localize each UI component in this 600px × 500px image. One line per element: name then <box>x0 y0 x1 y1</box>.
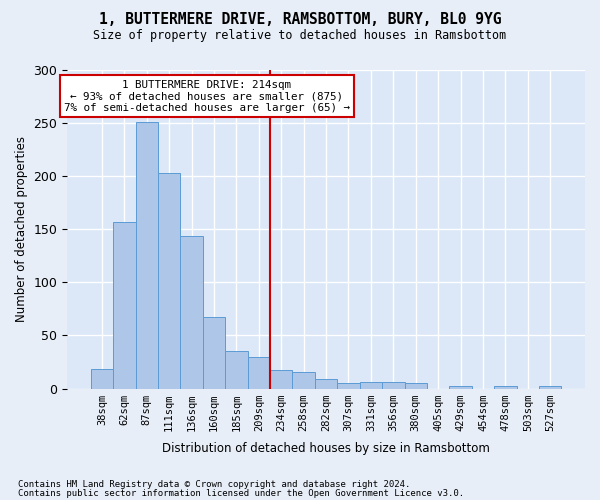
Bar <box>292 372 315 388</box>
Text: 1 BUTTERMERE DRIVE: 214sqm
← 93% of detached houses are smaller (875)
7% of semi: 1 BUTTERMERE DRIVE: 214sqm ← 93% of deta… <box>64 80 350 113</box>
Bar <box>158 173 181 388</box>
Bar <box>248 356 270 388</box>
Bar <box>382 382 404 388</box>
Bar <box>203 318 225 388</box>
Bar <box>136 122 158 388</box>
Bar <box>494 386 517 388</box>
Bar <box>91 370 113 388</box>
Bar <box>404 383 427 388</box>
Text: 1, BUTTERMERE DRIVE, RAMSBOTTOM, BURY, BL0 9YG: 1, BUTTERMERE DRIVE, RAMSBOTTOM, BURY, B… <box>99 12 501 28</box>
Text: Size of property relative to detached houses in Ramsbottom: Size of property relative to detached ho… <box>94 29 506 42</box>
Bar <box>225 352 248 389</box>
X-axis label: Distribution of detached houses by size in Ramsbottom: Distribution of detached houses by size … <box>162 442 490 455</box>
Bar <box>337 383 360 388</box>
Bar <box>270 370 292 388</box>
Bar <box>539 386 562 388</box>
Bar <box>181 236 203 388</box>
Y-axis label: Number of detached properties: Number of detached properties <box>15 136 28 322</box>
Bar <box>315 379 337 388</box>
Bar <box>449 386 472 388</box>
Bar <box>360 382 382 388</box>
Bar <box>113 222 136 388</box>
Text: Contains public sector information licensed under the Open Government Licence v3: Contains public sector information licen… <box>18 488 464 498</box>
Text: Contains HM Land Registry data © Crown copyright and database right 2024.: Contains HM Land Registry data © Crown c… <box>18 480 410 489</box>
